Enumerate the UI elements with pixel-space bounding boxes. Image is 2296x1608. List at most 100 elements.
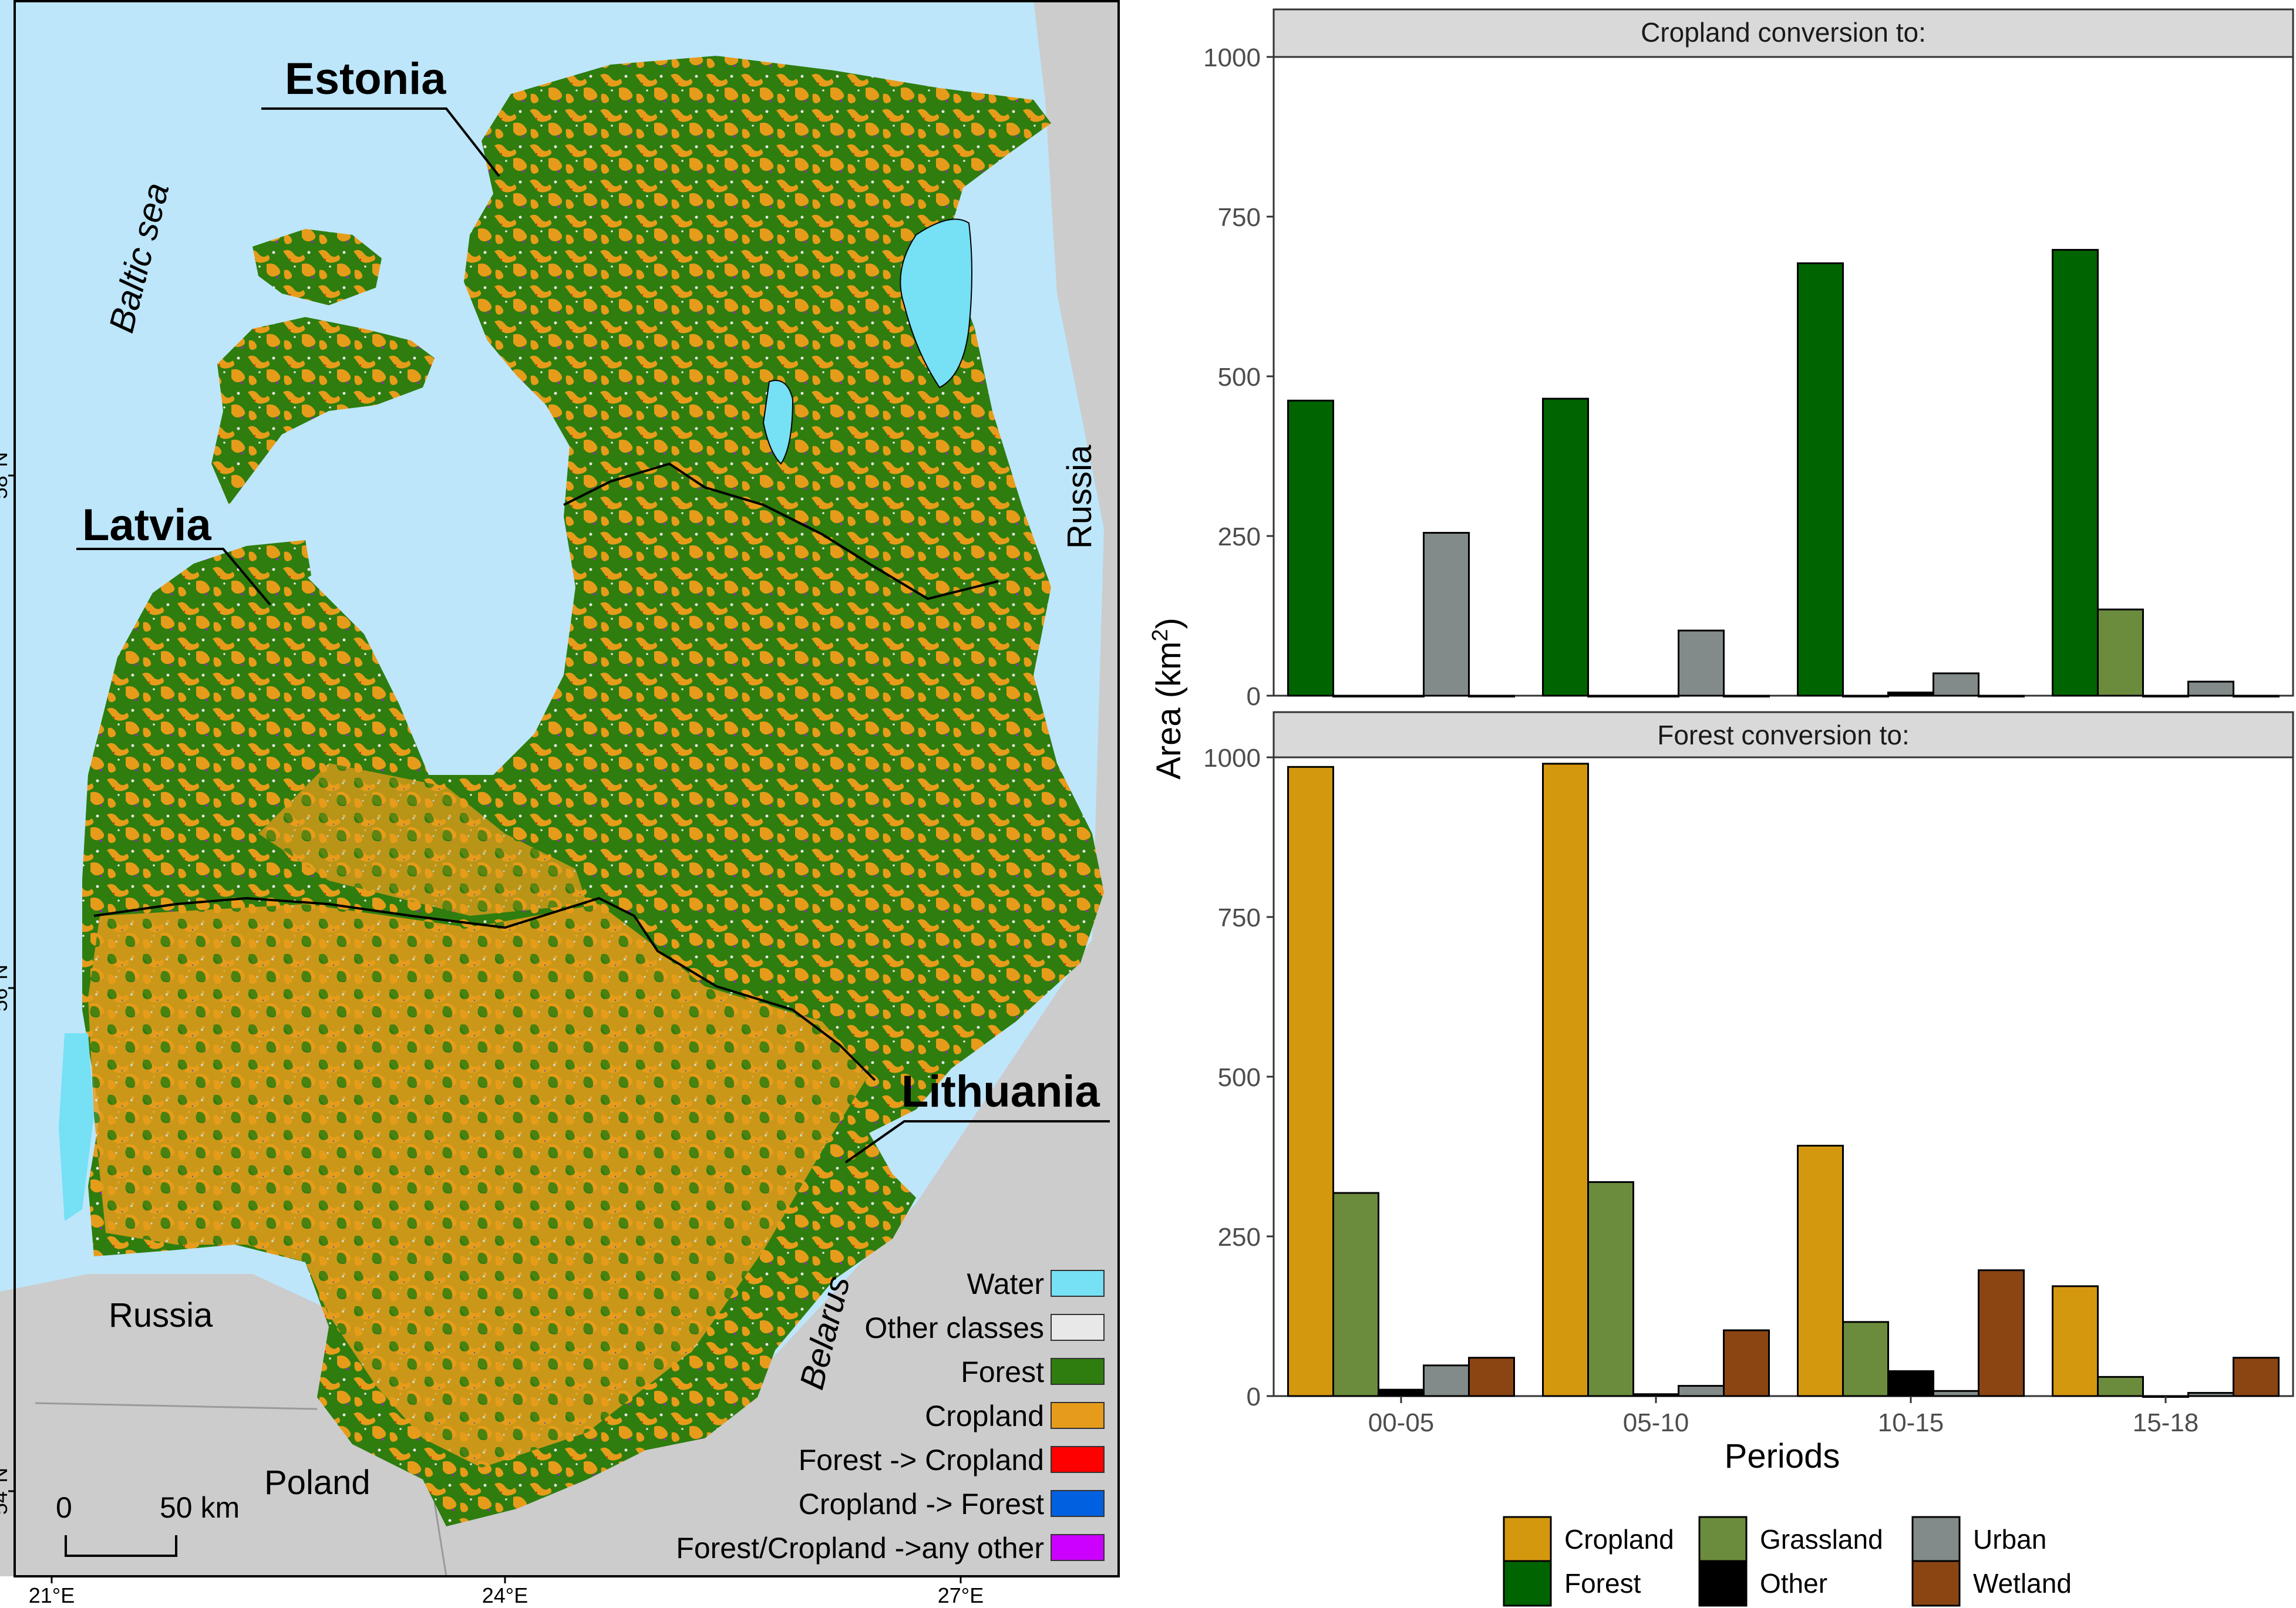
label-lithuania: Lithuania (901, 1067, 1100, 1117)
bar-forest (1287, 399, 1334, 697)
y-axis-label-main: Area (km (1150, 642, 1188, 780)
bar-grassland (1842, 695, 1889, 697)
map-legend-swatch (1051, 1490, 1105, 1517)
chart-legend-label: Other (1760, 1568, 1827, 1599)
bar-wetland (1978, 695, 2025, 697)
map-legend-label: Other classes (864, 1312, 1044, 1344)
map-legend-swatch (1051, 1270, 1105, 1297)
chart-legend-label: Wetland (1973, 1568, 2072, 1599)
bar-other (2142, 695, 2189, 697)
bar-wetland (1468, 1357, 1515, 1397)
chart-legend-swatch (1503, 1560, 1552, 1607)
bar-grassland (1842, 1321, 1889, 1397)
scale-bar (65, 1535, 177, 1557)
bar-other (1378, 695, 1425, 697)
bar-cropland (1797, 1145, 1844, 1397)
bar-wetland (1723, 1329, 1770, 1397)
scale-start-label: 0 (56, 1491, 72, 1524)
label-poland: Poland (264, 1464, 371, 1502)
bar-urban (1678, 629, 1725, 697)
bar-urban (1423, 1364, 1470, 1397)
bar-urban (1678, 1385, 1725, 1397)
chart-legend-label: Forest (1564, 1568, 1641, 1599)
bar-cropland (2052, 1285, 2099, 1397)
land-conversion-bar-chart: Cropland conversion to: 0 250 500 750 1000 For… (1148, 8, 2294, 1607)
leader-lithuania (844, 1120, 1110, 1164)
facet-panel: Cropland conversion to: 0 250 500 750 1000 (1203, 8, 2294, 711)
bar-wetland (1468, 695, 1515, 697)
y-tick-label: 750 (1218, 203, 1261, 232)
x-axis-label: Periods (1725, 1437, 1840, 1475)
bar-urban (2187, 680, 2234, 697)
bar-cropland (1287, 766, 1334, 1397)
chart-legend-label: Grassland (1760, 1524, 1883, 1555)
bar-other (1887, 1370, 1934, 1397)
map-frame (14, 0, 1120, 1577)
border-estonia-latvia (563, 462, 999, 601)
map-legend-label: Forest -> Cropland (799, 1444, 1044, 1476)
chart-legend-swatch (1911, 1516, 1961, 1563)
lon-label-24: 24°E (482, 1583, 528, 1607)
hiiumaa-island (253, 229, 382, 305)
x-tick-label: 00-05 (1368, 1408, 1435, 1437)
y-tick-label: 250 (1218, 1223, 1261, 1252)
facet-panel: Forest conversion to: 0 250 500 750 1000 00-05… (1203, 711, 2294, 1437)
y-tick-label: 0 (1247, 1383, 1261, 1411)
map-legend-label: Forest (961, 1356, 1044, 1388)
lake-peipus (900, 218, 972, 389)
bar-urban (1933, 672, 1979, 697)
lon-label-27: 27°E (938, 1583, 984, 1607)
y-tick-label: 250 (1218, 522, 1261, 551)
y-tick-label: 750 (1218, 904, 1261, 932)
y-axis-label-sup: 2 (1148, 629, 1173, 641)
y-tick-label: 0 (1247, 682, 1261, 711)
bar-grassland (1332, 695, 1379, 697)
x-tick-label: 15-18 (2133, 1408, 2199, 1437)
neighbor-border-line (35, 1402, 447, 1577)
bar-grassland (2097, 608, 2144, 697)
bar-cropland (1542, 763, 1589, 1397)
border-latvia-lithuania (93, 896, 876, 1081)
map-legend-swatch (1051, 1358, 1105, 1385)
bar-wetland (1978, 1269, 2025, 1397)
lake-vortsjarv (762, 380, 794, 465)
chart-legend-swatch (1503, 1516, 1552, 1563)
curonian-lagoon (59, 1033, 94, 1221)
bar-urban (2187, 1392, 2234, 1397)
label-russia-east: Russia (1061, 444, 1099, 549)
chart-legend-swatch (1698, 1560, 1748, 1607)
bar-grassland (1332, 1192, 1379, 1397)
bar-wetland (2233, 695, 2280, 697)
bar-other (1887, 692, 1934, 697)
leader-latvia (76, 548, 271, 606)
facet-strip (1272, 8, 2294, 58)
bar-other (1632, 695, 1679, 697)
chart-legend-label: Cropland (1564, 1524, 1674, 1555)
chart-legend-label: Urban (1973, 1524, 2046, 1555)
facet-title: Forest conversion to: (1657, 720, 1910, 750)
bar-other (1378, 1388, 1425, 1397)
y-tick-label: 500 (1218, 363, 1261, 392)
map-legend-label: Cropland -> Forest (799, 1488, 1044, 1521)
map-legend-label: Water (967, 1267, 1045, 1300)
label-latvia: Latvia (82, 500, 211, 550)
map-legend: Water Other classes Forest Cropland Forest -… (676, 1267, 1105, 1565)
y-tick-label: 1000 (1203, 43, 1261, 72)
latvia-cropland-zone (258, 763, 587, 916)
facet-title: Cropland conversion to: (1641, 17, 1926, 48)
map-legend-swatch (1051, 1534, 1105, 1561)
map-legend-swatch (1051, 1446, 1105, 1473)
saaremaa-island (211, 317, 435, 505)
bar-other (1632, 1393, 1679, 1397)
bar-grassland (2097, 1376, 2144, 1397)
chart-legend: Cropland Grassland Urban Forest Other Wetland (1503, 1516, 2072, 1607)
lon-label-21: 21°E (29, 1583, 75, 1607)
x-tick-label: 05-10 (1623, 1408, 1689, 1437)
baltic-land-cover-map: Estonia Latvia Lithuania Baltic sea Russ… (0, 0, 1120, 1607)
leader-estonia (261, 107, 500, 177)
y-axis-label: Area (km2) (1148, 618, 1188, 780)
bar-forest (2052, 249, 2099, 697)
lat-label-56: 56°N (0, 965, 12, 1012)
bar-wetland (2233, 1357, 2280, 1397)
bar-forest (1797, 262, 1844, 697)
